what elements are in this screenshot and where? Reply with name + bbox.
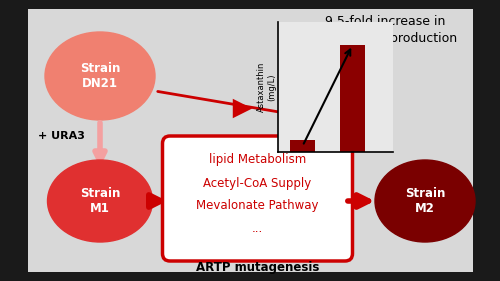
Bar (290, 140, 315, 152)
Ellipse shape (48, 160, 152, 242)
Ellipse shape (388, 166, 431, 195)
Text: Strain
M2: Strain M2 (405, 187, 445, 215)
Text: ...: ... (252, 222, 263, 235)
Text: Acetyl-CoA Supply: Acetyl-CoA Supply (204, 177, 312, 190)
Ellipse shape (60, 38, 107, 69)
Text: ARTP mutagenesis: ARTP mutagenesis (196, 260, 319, 273)
Text: lipid Metabolism: lipid Metabolism (209, 153, 306, 167)
Ellipse shape (45, 32, 155, 120)
Bar (340, 45, 365, 152)
FancyArrowPatch shape (178, 99, 252, 118)
Text: 9.5-fold increase in
astaxanthin production: 9.5-fold increase in astaxanthin product… (312, 15, 458, 45)
Text: Mevalonate Pathway: Mevalonate Pathway (196, 200, 319, 212)
Ellipse shape (375, 160, 475, 242)
Text: + URA3: + URA3 (38, 131, 84, 141)
Ellipse shape (61, 167, 106, 196)
FancyBboxPatch shape (162, 136, 352, 261)
Text: Strain
M1: Strain M1 (80, 187, 120, 215)
Y-axis label: Astaxanthin
(mg/L): Astaxanthin (mg/L) (256, 62, 276, 112)
FancyBboxPatch shape (28, 9, 472, 272)
Text: Strain
DN21: Strain DN21 (80, 62, 120, 90)
